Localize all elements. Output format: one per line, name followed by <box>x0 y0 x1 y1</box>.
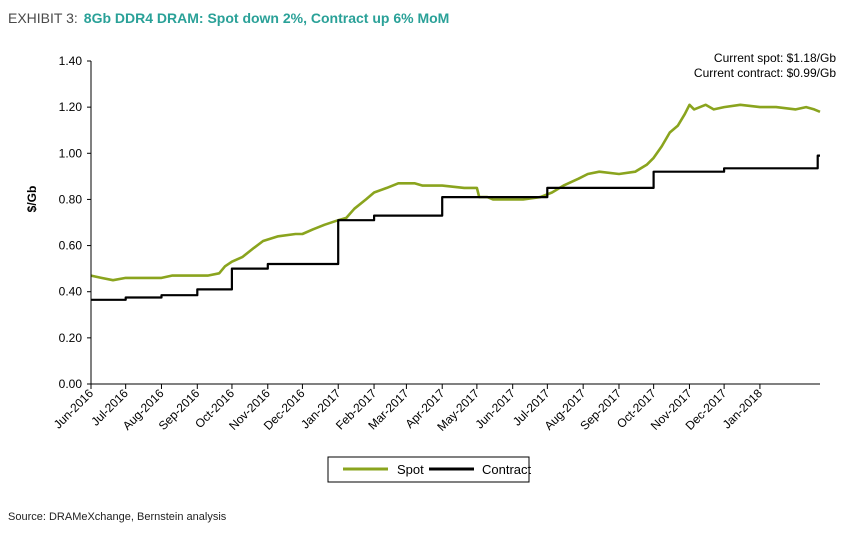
x-tick-label: Jun-2016 <box>51 386 97 432</box>
plot-area <box>90 103 821 301</box>
x-tick-label: Jun-2017 <box>473 386 519 432</box>
y-tick-label: 1.40 <box>59 54 83 68</box>
series-line-contract <box>91 154 820 301</box>
title-text: 8Gb DDR4 DRAM: Spot down 2%, Contract up… <box>83 10 450 26</box>
annotation-current-spot: Current spot: $1.18/Gb <box>714 51 836 65</box>
exhibit-label: EXHIBIT 3: <box>8 10 78 26</box>
y-tick-label: 0.80 <box>59 192 83 206</box>
y-tick-label: 1.00 <box>59 146 83 160</box>
series-line-spot <box>90 103 821 282</box>
legend-contract-label: Contract <box>482 462 532 477</box>
legend-spot-label: Spot <box>397 462 424 477</box>
legend: Spot Contract <box>327 456 532 483</box>
y-tick-label: 0.00 <box>59 377 83 391</box>
chart-title: EXHIBIT 3: 8Gb DDR4 DRAM: Spot down 2%, C… <box>8 10 449 26</box>
x-tick-label: Jan-2018 <box>720 386 766 432</box>
y-tick-label: 0.40 <box>59 285 83 299</box>
annotation-current-contract: Current contract: $0.99/Gb <box>694 66 836 80</box>
y-tick-label: 0.20 <box>59 331 83 345</box>
y-axis: 0.00 0.20 0.40 0.60 0.80 1.00 1.20 1.40 <box>59 54 92 391</box>
source-note: Source: DRAMeXchange, Bernstein analysis <box>8 511 227 523</box>
y-axis-label: $/Gb <box>25 186 39 213</box>
y-tick-label: 0.60 <box>59 239 83 253</box>
x-axis: Jun-2016Jul-2016Aug-2016Sep-2016Oct-2016… <box>51 383 820 434</box>
y-tick-label: 1.20 <box>59 100 83 114</box>
